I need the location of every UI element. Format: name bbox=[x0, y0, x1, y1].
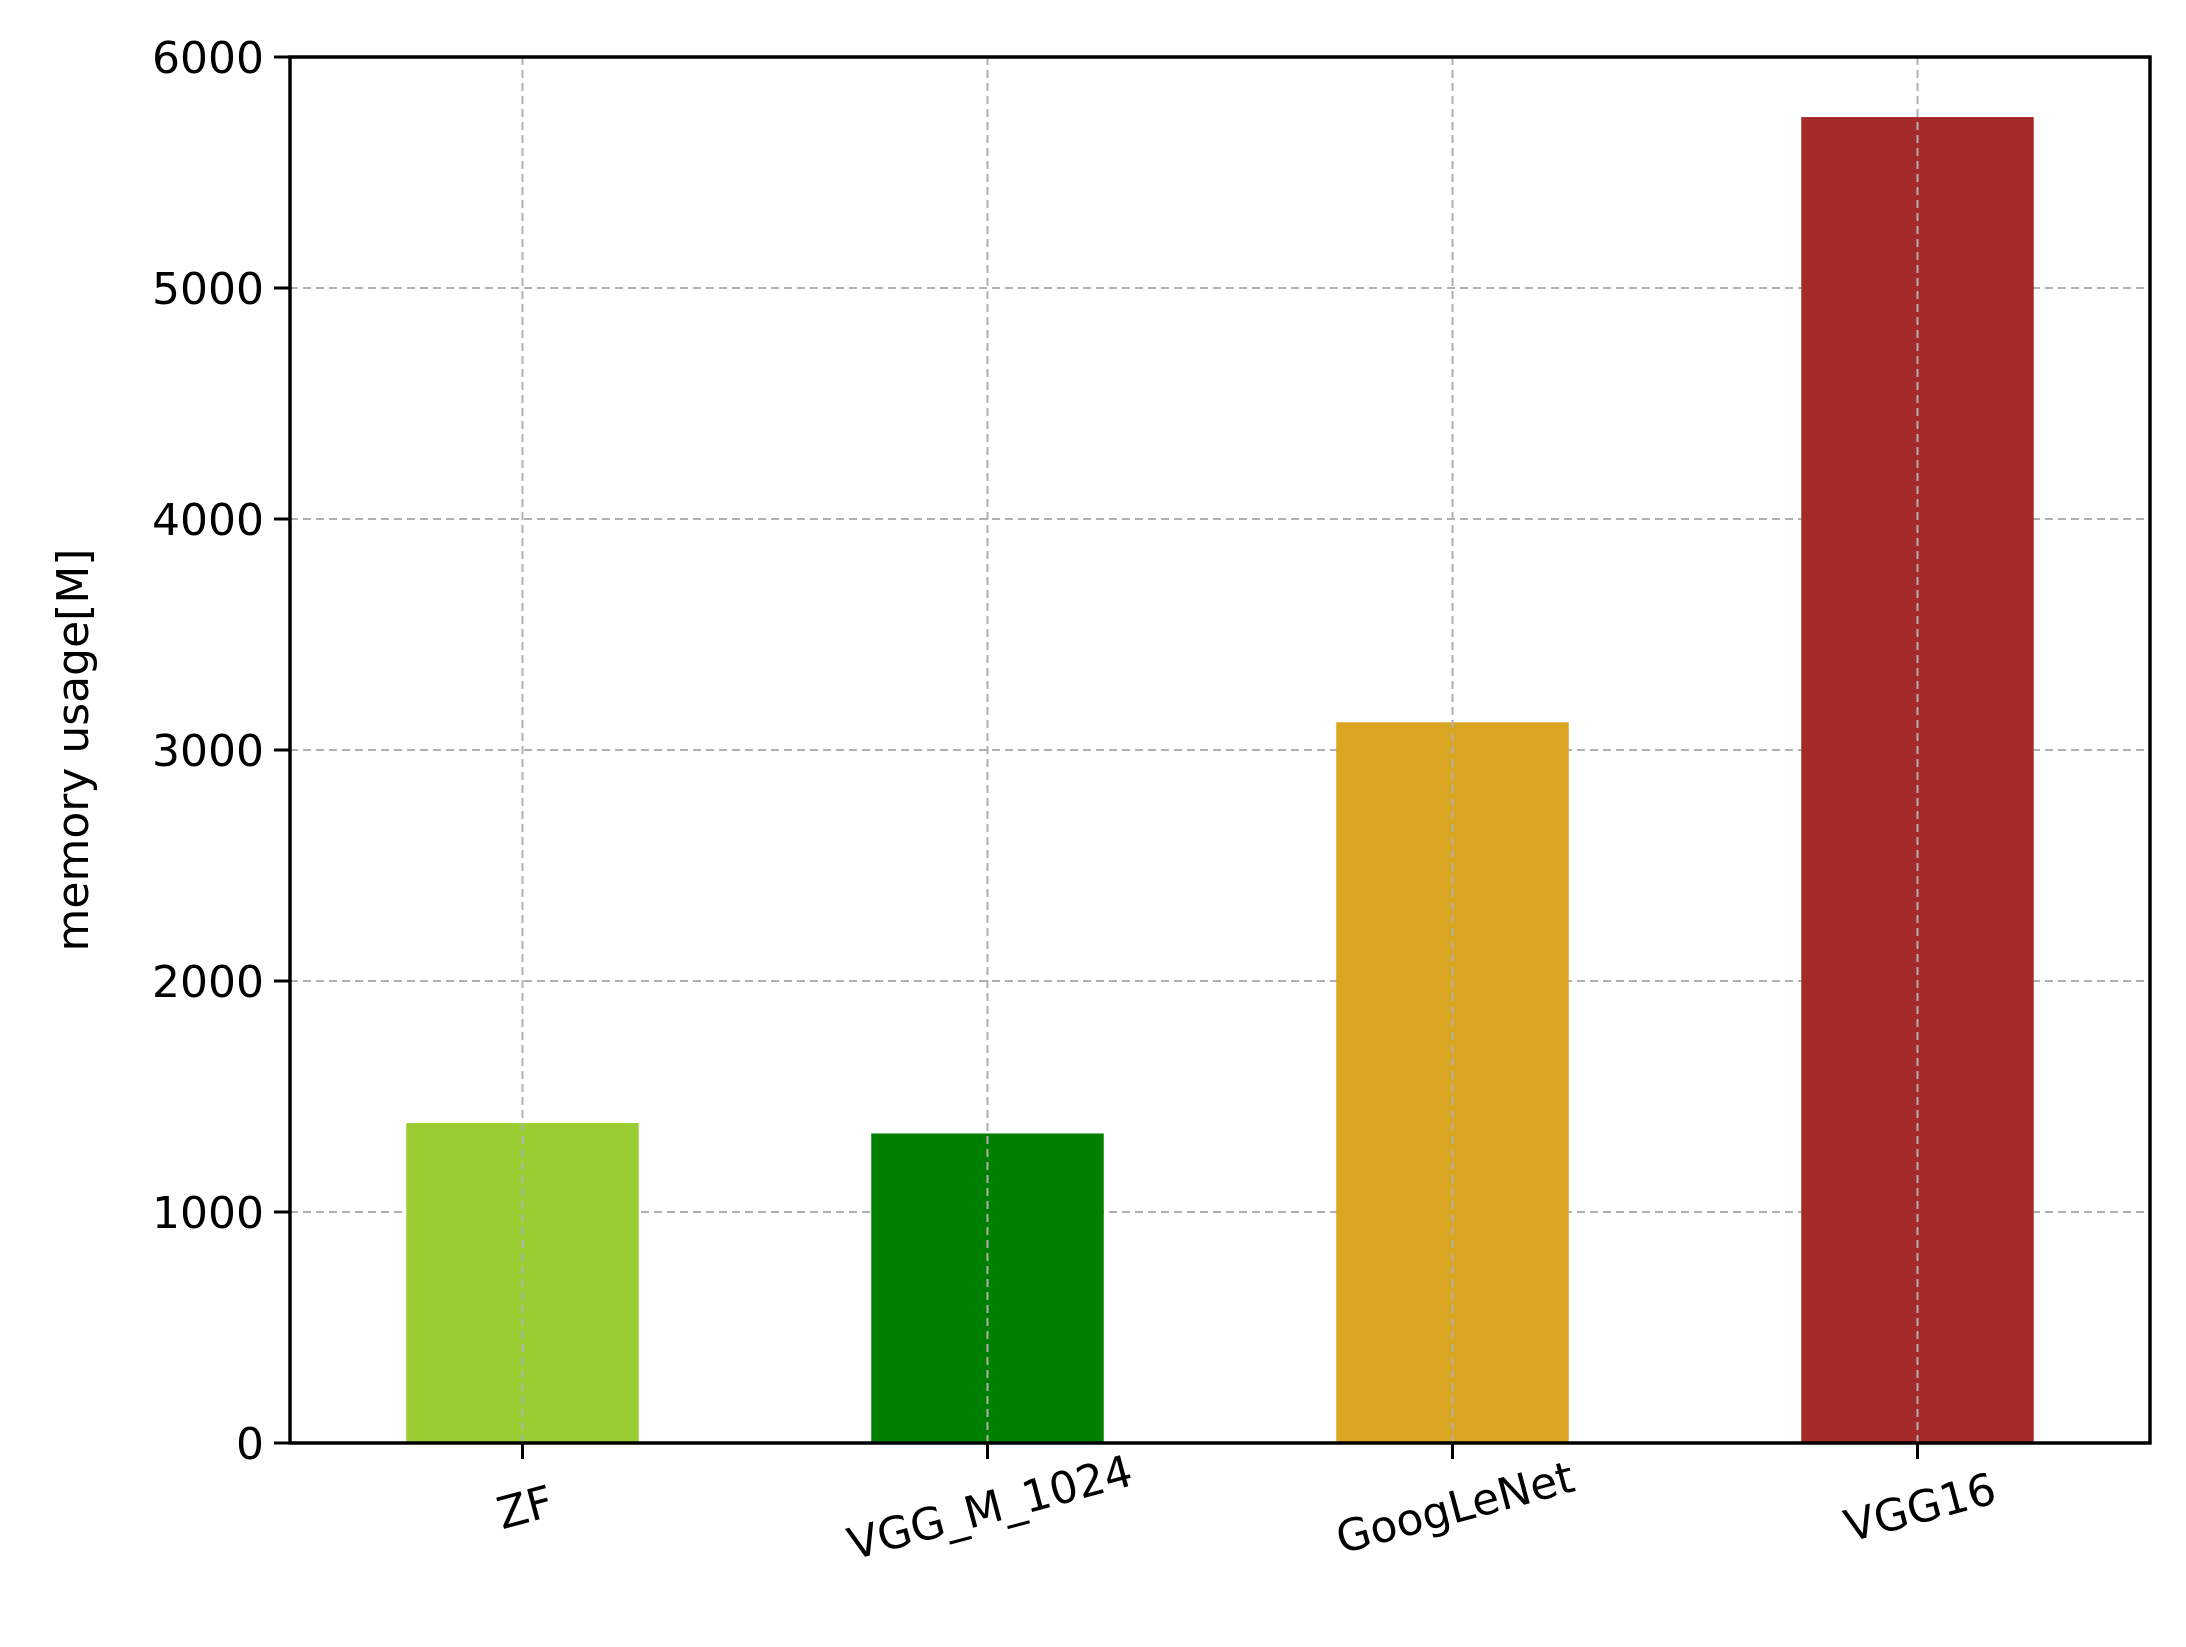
x-tick-label: VGG16 bbox=[1839, 1464, 2001, 1553]
y-tick-label: 4000 bbox=[152, 495, 264, 546]
x-tick-label: ZF bbox=[492, 1476, 559, 1540]
bar-vgg16 bbox=[1801, 117, 2034, 1443]
x-tick-label: GoogLeNet bbox=[1331, 1452, 1580, 1564]
y-tick-label: 0 bbox=[236, 1419, 264, 1470]
y-axis-label: memory usage[M] bbox=[48, 549, 99, 952]
bar-layer bbox=[406, 117, 2034, 1443]
y-tick-label: 2000 bbox=[152, 957, 264, 1008]
bar-vgg-m-1024 bbox=[871, 1133, 1104, 1443]
y-tick-label: 5000 bbox=[152, 264, 264, 315]
x-tick-label: VGG_M_1024 bbox=[842, 1446, 1137, 1571]
y-tick-label: 3000 bbox=[152, 726, 264, 777]
plot-frame bbox=[288, 55, 2152, 1445]
y-tick-label: 6000 bbox=[152, 33, 264, 84]
y-tick-label: 1000 bbox=[152, 1188, 264, 1239]
